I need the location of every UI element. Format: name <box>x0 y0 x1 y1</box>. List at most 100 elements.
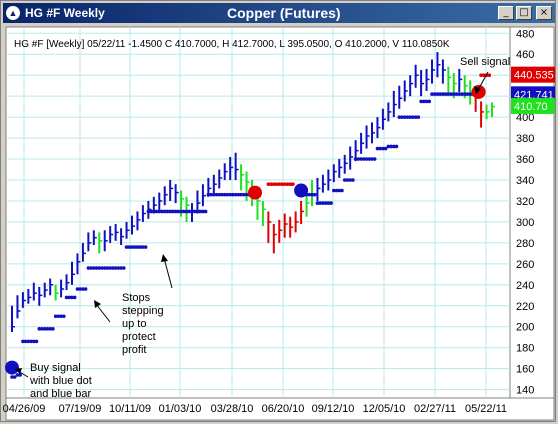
stop-dot <box>154 209 159 214</box>
stop-dot <box>323 201 328 205</box>
stop-dot <box>481 73 486 78</box>
x-tick-label: 05/22/11 <box>465 403 507 415</box>
y-tick-label: 360 <box>516 154 534 166</box>
y-tick-label: 260 <box>516 259 534 271</box>
stop-dot <box>392 144 396 149</box>
stop-dot <box>113 266 118 270</box>
stop-dot <box>389 144 393 149</box>
app-logo-icon[interactable]: ▲ <box>6 6 20 20</box>
stop-dot <box>209 192 213 197</box>
stop-dot <box>441 92 445 96</box>
minimize-icon[interactable]: _ <box>498 6 514 20</box>
y-tick-label: 400 <box>516 112 534 124</box>
stop-dot <box>127 245 132 249</box>
stop-dot <box>70 295 74 300</box>
x-tick-label: 09/12/10 <box>312 403 355 415</box>
stop-dot <box>192 209 197 214</box>
stop-dot <box>100 266 104 270</box>
stop-dot <box>32 339 36 344</box>
stop-dot <box>231 192 235 197</box>
stop-dot <box>364 157 369 161</box>
stop-dot <box>332 188 336 193</box>
stop-dot <box>89 266 93 270</box>
stop-dot <box>291 182 295 187</box>
stop-dot <box>23 339 28 344</box>
stop-dot <box>59 314 63 319</box>
stop-dot <box>460 92 464 96</box>
stop-dot <box>217 192 222 197</box>
stop-dot <box>280 182 284 187</box>
stops-annotation: Stops <box>122 292 151 304</box>
stop-dot <box>353 157 358 161</box>
buy-signal-annotation: with blue dot <box>29 375 92 387</box>
stop-dot <box>165 209 170 214</box>
buy-arrow-head <box>15 368 22 374</box>
stop-dot <box>37 327 42 331</box>
stop-dot <box>397 115 402 119</box>
buy-signal-annotation: Buy signal <box>30 362 81 374</box>
stop-dot <box>468 92 472 96</box>
stop-dot <box>67 295 72 300</box>
stop-dot <box>383 146 388 151</box>
title-bar[interactable]: ▲ HG #F Weekly Copper (Futures) _ □ × <box>3 3 555 23</box>
stop-dot <box>315 201 320 205</box>
stop-dot <box>479 73 483 78</box>
stop-dot <box>78 287 82 291</box>
x-tick-label: 10/11/09 <box>109 403 151 415</box>
price-label: 440.535 <box>514 70 554 82</box>
stop-dot <box>285 182 290 187</box>
stop-dot <box>337 188 342 193</box>
quote-info-line: HG #F [Weekly] 05/22/11 -1.4500 C 410.70… <box>14 39 450 50</box>
stop-dot <box>375 146 380 151</box>
stop-dot <box>236 192 241 197</box>
stop-dot <box>361 157 366 161</box>
sell-arrow-head <box>474 86 481 94</box>
stop-dot <box>370 157 374 161</box>
stop-dot <box>378 146 382 151</box>
stop-dot <box>12 375 17 379</box>
stop-dot <box>176 209 181 214</box>
stop-dot <box>326 201 331 205</box>
stop-dot <box>438 92 442 96</box>
stop-dot <box>443 92 448 96</box>
window-title: HG #F Weekly <box>25 6 105 20</box>
x-axis-panel <box>5 397 555 421</box>
x-tick-label: 01/03/10 <box>159 403 202 415</box>
maximize-icon[interactable]: □ <box>516 6 532 20</box>
close-icon[interactable]: × <box>536 6 552 20</box>
stop-dot <box>203 209 208 214</box>
stops-arrow-head-1 <box>94 300 101 308</box>
stop-dot <box>51 327 55 331</box>
stop-dot <box>138 245 142 249</box>
y-tick-label: 220 <box>516 301 534 313</box>
stop-dot <box>29 339 33 344</box>
stop-dot <box>345 178 350 182</box>
stop-dot <box>266 182 271 187</box>
stop-dot <box>274 182 279 187</box>
stop-dot <box>225 192 230 197</box>
stop-dot <box>449 92 453 96</box>
buy-signal-marker <box>5 360 19 375</box>
stop-dot <box>405 115 410 119</box>
stop-dot <box>452 92 456 96</box>
y-tick-label: 240 <box>516 280 534 292</box>
stop-dot <box>149 209 153 214</box>
stop-dot <box>124 245 129 249</box>
stop-dot <box>457 92 462 96</box>
stop-dot <box>92 266 96 270</box>
stop-dot <box>381 146 385 151</box>
stop-dot <box>187 209 192 214</box>
stop-dot <box>411 115 415 119</box>
y-tick-label: 480 <box>516 28 534 40</box>
x-tick-label: 04/26/09 <box>3 403 46 415</box>
stop-dot <box>146 209 151 214</box>
sell-signal-marker <box>471 84 486 99</box>
stop-dot <box>201 209 205 214</box>
stop-dot <box>239 192 243 197</box>
stop-dot <box>141 245 145 249</box>
stop-dot <box>21 339 25 344</box>
y-tick-label: 200 <box>516 322 534 334</box>
stop-dot <box>435 92 440 96</box>
stops-annotation: protect <box>122 331 156 343</box>
